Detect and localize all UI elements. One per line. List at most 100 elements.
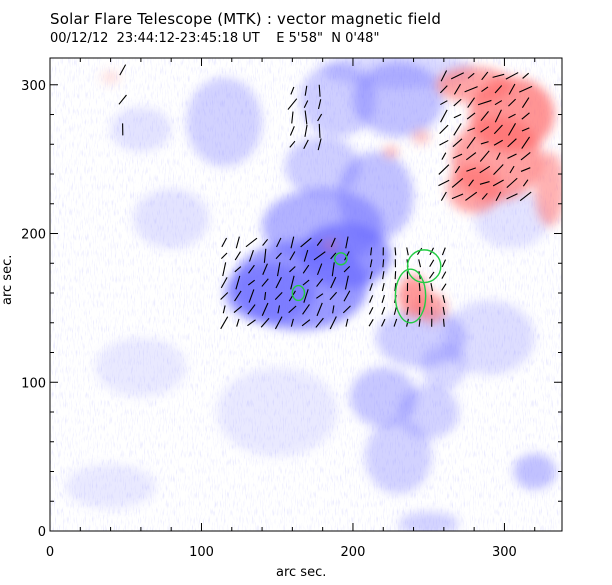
vector-124 <box>439 124 449 135</box>
vector-25 <box>262 263 268 275</box>
vector-7 <box>236 318 240 327</box>
vector-170 <box>506 177 518 189</box>
vector-0 <box>220 316 229 330</box>
vector-141 <box>466 167 476 172</box>
vector-81 <box>382 271 385 280</box>
vector-82 <box>382 259 385 268</box>
vector-92 <box>406 306 409 315</box>
vector-201 <box>317 113 323 122</box>
vector-24 <box>261 278 269 287</box>
negative-region-15 <box>284 136 361 197</box>
vector-175 <box>508 113 516 119</box>
vector-71 <box>368 307 374 315</box>
vector-54 <box>313 251 326 261</box>
vector-57 <box>332 305 335 314</box>
vector-30 <box>274 292 283 300</box>
vector-206 <box>119 64 127 76</box>
vector-65 <box>343 290 351 302</box>
vector-8 <box>233 305 243 314</box>
vector-164 <box>493 124 503 135</box>
vector-74 <box>369 271 373 280</box>
vector-33 <box>275 252 282 260</box>
vector-97 <box>406 247 409 256</box>
negative-region-7 <box>186 77 263 167</box>
vector-43 <box>302 304 310 315</box>
negative-region-11 <box>365 419 432 494</box>
vector-26 <box>263 248 267 263</box>
vector-1 <box>222 305 226 314</box>
vector-146 <box>467 97 476 108</box>
vector-17 <box>247 279 255 286</box>
vector-16 <box>248 289 255 303</box>
vector-151 <box>479 165 491 174</box>
vector-19 <box>248 249 254 262</box>
vector-195 <box>304 124 308 137</box>
negative-region-18 <box>95 337 187 398</box>
vector-160 <box>492 179 504 187</box>
contour-layer <box>291 249 442 324</box>
vector-117 <box>441 259 447 268</box>
vector-73 <box>369 283 373 292</box>
axes: 0 100 200 300 0 100 200 300 <box>21 58 562 560</box>
vector-29 <box>277 305 281 314</box>
vector-166 <box>494 100 503 106</box>
vector-56 <box>329 316 337 330</box>
vector-11 <box>234 266 242 273</box>
vector-18 <box>248 264 255 274</box>
vector-13 <box>235 236 240 249</box>
vector-120 <box>438 179 450 187</box>
vector-171 <box>509 165 515 174</box>
vector-113 <box>442 306 446 315</box>
vector-194 <box>303 139 309 149</box>
vector-169 <box>506 193 518 200</box>
vector-55 <box>316 238 323 246</box>
vector-110 <box>429 259 435 267</box>
vector-161 <box>493 164 504 175</box>
transverse-field-vectors <box>118 64 533 330</box>
vector-75 <box>369 259 373 268</box>
vector-31 <box>275 277 282 289</box>
vector-48 <box>300 237 312 248</box>
vector-131 <box>454 165 461 174</box>
vector-23 <box>264 291 267 301</box>
vector-183 <box>521 136 531 149</box>
vector-35 <box>290 318 294 327</box>
vector-118 <box>441 247 446 256</box>
vector-32 <box>276 262 281 277</box>
vector-190 <box>289 126 295 136</box>
vector-104 <box>416 247 423 256</box>
negative-region-19 <box>216 367 338 457</box>
vector-36 <box>288 305 297 314</box>
vector-152 <box>479 150 490 162</box>
vector-135 <box>453 113 462 119</box>
vector-4 <box>222 262 227 277</box>
vector-130 <box>451 178 464 188</box>
negative-region-22 <box>65 464 157 509</box>
vector-47 <box>303 249 309 262</box>
vector-199 <box>317 138 322 151</box>
vector-107 <box>430 294 433 303</box>
vector-121 <box>438 164 450 175</box>
vector-133 <box>452 138 463 148</box>
vector-149 <box>481 192 488 200</box>
vector-181 <box>520 167 531 172</box>
y-axis-label: arc sec. <box>0 254 15 305</box>
x-axis-label: arc sec. <box>276 565 327 580</box>
negative-region-23 <box>421 345 467 390</box>
vector-60 <box>331 262 335 277</box>
vector-203 <box>318 84 321 97</box>
vector-155 <box>480 111 489 122</box>
contour-2 <box>334 252 348 266</box>
positive-region-2 <box>446 165 502 213</box>
vector-145 <box>466 112 476 120</box>
vector-70 <box>368 319 374 327</box>
vector-189 <box>289 140 296 148</box>
vector-198 <box>304 85 308 96</box>
positive-region-3 <box>534 151 562 227</box>
x-tick-label-0: 0 <box>46 545 54 560</box>
vector-179 <box>519 191 532 202</box>
vector-63 <box>345 318 349 327</box>
vector-12 <box>234 251 241 261</box>
vector-143 <box>466 136 476 149</box>
vector-176 <box>508 98 516 107</box>
